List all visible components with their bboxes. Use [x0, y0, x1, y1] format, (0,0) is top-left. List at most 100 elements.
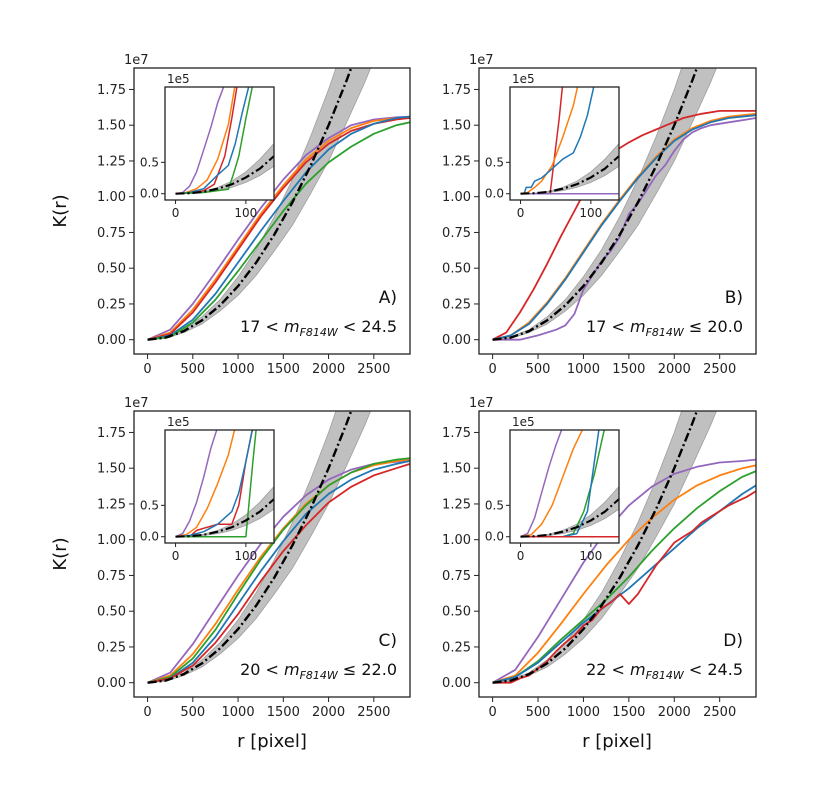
panel-c-plot-area	[147, 411, 410, 684]
panel-b-xtick-label: 2000	[658, 362, 691, 377]
panel-c-ytick-label: 0.25	[97, 640, 126, 655]
panel-c-ytick-label: 0.75	[97, 569, 126, 584]
panel-a-series-line-5	[147, 121, 410, 341]
panel-d-xtick-label: 0	[488, 705, 496, 720]
panel-d-ytick-label: 0.75	[442, 569, 471, 584]
panel-d-selection-label: 22 < mF814W < 24.5	[586, 660, 743, 682]
panel-a-letter: A)	[379, 288, 397, 308]
panel-b-inset-offset-label: 1e5	[512, 72, 535, 86]
panel-a-inset-series-line-1	[175, 87, 225, 195]
panel-d-inset-background	[510, 430, 619, 543]
panel-a-xtick-label: 1500	[267, 362, 300, 377]
panel-b-selection-lower: 17	[586, 317, 606, 336]
panel-d-inset: 0 100 0.0 0.5 1e5	[485, 415, 620, 563]
panel-a-xtick-label: 500	[180, 362, 205, 377]
panel-b-ytick-label: 1.00	[442, 190, 471, 205]
panel-c-selection-upper: 22.0	[361, 660, 397, 679]
panel-d-inset-xtick-label: 100	[579, 549, 602, 563]
panel-a-ytick-label: 1.00	[97, 190, 126, 205]
panel-b-inset-frame	[509, 86, 620, 201]
panel-b-inset-ytick-label: 0.5	[485, 155, 504, 169]
panel-b-ytick-label: 1.25	[442, 154, 471, 169]
panel-c-frame	[133, 410, 411, 698]
panel-b-frame	[478, 67, 757, 355]
panel-b-selection-var: m	[630, 317, 646, 336]
panel-a-xtick-label: 1000	[222, 362, 255, 377]
xlabel-left: r [pixel]	[237, 731, 307, 752]
panel-a-xtick-label: 2500	[357, 362, 390, 377]
panel-c-selection-op2: ≤	[338, 660, 362, 679]
panel-c-inset-ytick-label: 0.5	[140, 498, 159, 512]
panel-a-frame	[133, 67, 411, 355]
panel-d-xtick-label: 1500	[612, 705, 645, 720]
panel-a-plot-area	[147, 68, 410, 341]
panel-a-inset-ytick-label: 0.5	[140, 155, 159, 169]
panel-b-selection-label: 17 < mF814W ≤ 20.0	[586, 317, 743, 339]
panel-a-selection-op2: <	[338, 317, 362, 336]
panel-d-plot-area	[492, 411, 756, 684]
panel-d-inset-ytick-label: 0.5	[485, 498, 504, 512]
panel-a-selection-var: m	[284, 317, 300, 336]
panel-d-selection-upper: 24.5	[707, 660, 743, 679]
panel-b-series-line-3	[492, 114, 756, 341]
panel-d-frame	[478, 410, 757, 698]
panel-d-selection-op2: <	[684, 660, 708, 679]
xlabel-right: r [pixel]	[582, 731, 652, 752]
panel-a-ytick-label: 1.50	[97, 119, 126, 134]
panel-d-offset-label: 1e7	[469, 396, 494, 411]
panel-d-inset-plot-area	[520, 430, 619, 538]
panel-d-letter: D)	[723, 631, 743, 651]
panel-c-inset-series-line-1	[175, 430, 218, 538]
panel-b-letter: B)	[725, 288, 743, 308]
panel-c-inset-series-line-2	[175, 430, 236, 538]
panel-b-ytick-label: 0.75	[442, 226, 471, 241]
panel-d-series-line-5	[492, 490, 756, 684]
panel-d-xtick-label: 2000	[658, 705, 691, 720]
panel-c-inset-series-line-4	[175, 430, 254, 538]
panel-a-xtick-label: 2000	[312, 362, 345, 377]
panel-d-series-line-2	[492, 464, 756, 684]
panel-d-model-line	[492, 411, 699, 684]
panel-a: 0 500 1000 1500 2000 25000.000.250.500.751.00…	[97, 53, 411, 377]
panel-d-inset-series-line-1	[520, 430, 563, 538]
panel-c-ytick-label: 0.50	[97, 605, 126, 620]
panel-c-offset-label: 1e7	[124, 396, 149, 411]
panel-b-ytick-label: 1.75	[442, 83, 471, 98]
panel-d-ytick-label: 0.00	[442, 676, 471, 691]
panel-c-inset-ytick-label: 0.0	[140, 530, 159, 544]
panel-b-selection-op1: <	[606, 317, 630, 336]
panel-a-inset-series-line-4	[175, 87, 250, 195]
panel-d-inset-offset-label: 1e5	[512, 415, 535, 429]
panel-c-inset-background	[165, 430, 274, 543]
panel-a-model-line	[147, 68, 353, 341]
panel-b-ytick-label: 1.50	[442, 119, 471, 134]
panel-d-ytick-label: 1.75	[442, 426, 471, 441]
panel-a-selection-label: 17 < mF814W < 24.5	[240, 317, 397, 339]
panel-d-inset-ytick-label: 0.0	[485, 530, 504, 544]
panel-a-ytick-label: 1.25	[97, 154, 126, 169]
panel-a-series-line-1	[147, 115, 410, 341]
panel-b-plot-area	[492, 68, 756, 341]
panel-a-ytick-label: 0.00	[97, 333, 126, 348]
panel-c-letter: C)	[378, 631, 397, 651]
panel-b-xtick-label: 1000	[567, 362, 600, 377]
panel-c: 0 500 1000 1500 2000 25000.000.250.500.751.00…	[97, 396, 411, 720]
panel-c-ytick-label: 1.25	[97, 497, 126, 512]
panel-c-inset-xtick-label: 100	[234, 549, 257, 563]
panel-b-inset-ytick-label: 0.0	[485, 187, 504, 201]
panel-d-ytick-label: 1.00	[442, 533, 471, 548]
ylabel-bottom: K(r)	[50, 537, 71, 570]
panel-b-inset-background	[510, 87, 619, 200]
panel-d-inset-frame	[509, 429, 620, 544]
panel-d-selection-sub: F814W	[646, 669, 685, 682]
panel-b-selection-op2: ≤	[684, 317, 708, 336]
panel-c-inset-model-line	[175, 498, 274, 538]
panel-c-selection-var: m	[284, 660, 300, 679]
panel-c-series-line-5	[147, 463, 410, 684]
panel-d-inset-xtick-label: 0	[517, 549, 525, 563]
panel-d: 0 500 1000 1500 2000 25000.000.250.500.751.00…	[442, 396, 757, 720]
panel-c-series-line-3	[147, 457, 410, 684]
ylabel-top: K(r)	[50, 194, 71, 227]
panel-b-xtick-label: 2500	[703, 362, 736, 377]
